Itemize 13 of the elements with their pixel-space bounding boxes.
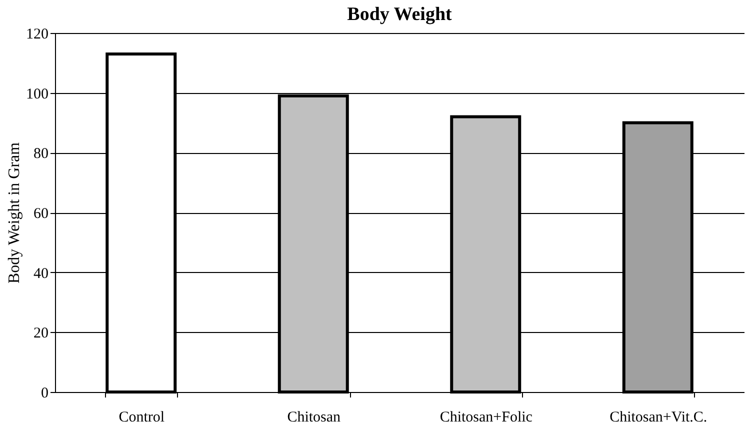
- y-tick-label: 120: [26, 26, 48, 42]
- x-tick-label: Chitosan+Vit.C.: [610, 410, 708, 426]
- y-tick-label: 0: [41, 386, 48, 402]
- x-tick-label: Control: [118, 410, 165, 426]
- y-tick-label: 60: [34, 206, 48, 222]
- y-tick-label: 40: [34, 266, 48, 282]
- x-tick-label: Chitosan+Folic: [440, 410, 533, 426]
- y-tick-label: 20: [34, 326, 48, 342]
- y-tick-label: 80: [34, 146, 48, 162]
- y-tick-label: 100: [26, 86, 48, 102]
- chart-title: Body Weight: [347, 4, 453, 25]
- x-tick-label: Chitosan: [287, 410, 342, 426]
- y-axis-title: Body Weight in Gram: [6, 142, 23, 284]
